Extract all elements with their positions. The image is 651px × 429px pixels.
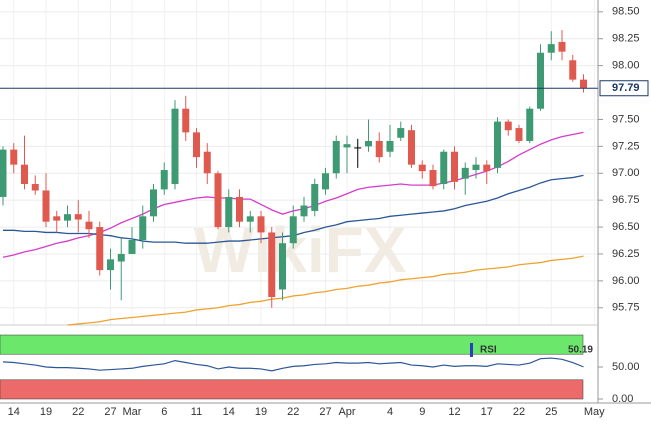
candle-body	[483, 164, 491, 172]
candle-body	[160, 170, 168, 190]
x-tick-label: 17	[481, 406, 493, 418]
candle-body	[74, 214, 82, 220]
candle-body	[547, 44, 555, 53]
price-label-box	[599, 80, 649, 97]
candle-body	[21, 164, 28, 185]
candle-body	[451, 151, 458, 182]
candle-body	[515, 128, 523, 141]
candle-body	[289, 216, 297, 244]
y-tick-label: 97.50	[612, 113, 640, 125]
candle-body	[246, 216, 254, 222]
x-tick-label: 27	[104, 406, 116, 418]
candle-body	[128, 239, 136, 254]
rsi-band	[0, 334, 584, 355]
x-tick-label: 6	[161, 406, 167, 418]
y-tick-label: 97.25	[612, 140, 640, 152]
candle-body	[53, 216, 61, 221]
y-tick-label: 96.00	[612, 275, 640, 287]
x-tick-label: 12	[448, 406, 460, 418]
candle-body	[117, 253, 125, 262]
y-tick-label: 96.75	[612, 194, 640, 206]
y-tick-label: 98.25	[612, 33, 640, 45]
x-tick-label: 19	[40, 406, 52, 418]
candle-body	[171, 108, 179, 185]
x-tick-label: Apr	[338, 406, 355, 418]
x-tick-label: May	[584, 406, 605, 418]
candle-body	[85, 221, 93, 230]
x-tick-label: 27	[319, 406, 331, 418]
x-tick-label: 25	[545, 406, 557, 418]
candle-body	[0, 149, 7, 197]
candle-body	[225, 196, 233, 228]
rsi-line	[2, 357, 584, 372]
y-tick-label: 96.50	[612, 221, 640, 233]
candle-body	[268, 232, 276, 298]
candle-body	[322, 173, 329, 190]
candle-body	[10, 149, 18, 165]
candle-body	[569, 60, 577, 80]
candle-body	[365, 140, 372, 147]
candle-body	[150, 189, 157, 217]
candle-body	[558, 41, 566, 52]
candle-body	[332, 140, 340, 174]
x-tick-label: 14	[8, 406, 20, 418]
candle-body	[236, 196, 243, 222]
x-tick-label: 22	[513, 406, 525, 418]
y-tick-label: 97.00	[612, 167, 640, 179]
candle-body	[418, 164, 426, 172]
candle-body	[354, 147, 362, 149]
candle-body	[580, 79, 587, 89]
x-tick-label: 14	[223, 406, 235, 418]
x-tick-label: 9	[419, 406, 425, 418]
candle-body	[526, 108, 534, 141]
y-tick-label: 98.00	[612, 60, 640, 72]
candle-body	[64, 214, 71, 221]
y-tick-label: 95.75	[612, 302, 640, 314]
candle-body	[214, 173, 222, 228]
candle-body	[343, 144, 351, 148]
candle-body	[42, 190, 50, 222]
candle-body	[429, 170, 437, 187]
y-tick-label: 0.00	[612, 393, 633, 405]
candle-body	[440, 151, 448, 185]
candle-body	[107, 259, 114, 271]
candle-body	[96, 227, 104, 271]
x-tick-label: 19	[255, 406, 267, 418]
rsi-band	[0, 379, 584, 400]
candle-body	[31, 184, 39, 191]
x-tick-label: Mar	[123, 406, 142, 418]
candle-body	[203, 151, 211, 174]
candle-body	[494, 121, 501, 168]
y-tick-label: 96.25	[612, 248, 640, 260]
rsi-name: RSI	[480, 345, 497, 356]
candle-body	[300, 205, 308, 217]
candle-body	[311, 184, 319, 211]
candle-body	[139, 216, 147, 240]
price-label: 97.79	[612, 82, 640, 94]
x-tick-label: 4	[387, 406, 393, 418]
candle-body	[182, 108, 190, 133]
candle-body	[461, 167, 469, 179]
x-tick-label: 22	[287, 406, 299, 418]
y-tick-label: 50.00	[612, 361, 640, 373]
candle-body	[397, 128, 405, 138]
candle-body	[472, 164, 480, 171]
candle-body	[537, 52, 544, 109]
rsi-current: 50.19	[568, 345, 593, 356]
candle-body	[279, 243, 286, 290]
candle-body	[193, 132, 200, 158]
rsi-marker	[470, 343, 473, 357]
x-tick-label: 22	[72, 406, 84, 418]
x-tick-label: 11	[191, 406, 202, 418]
candle-body	[504, 121, 512, 131]
y-tick-label: 98.50	[612, 6, 640, 18]
moving-average	[67, 255, 584, 326]
candle-body	[375, 140, 383, 158]
candle-body	[386, 140, 394, 152]
candle-body	[257, 216, 265, 233]
candle-body	[408, 130, 415, 165]
